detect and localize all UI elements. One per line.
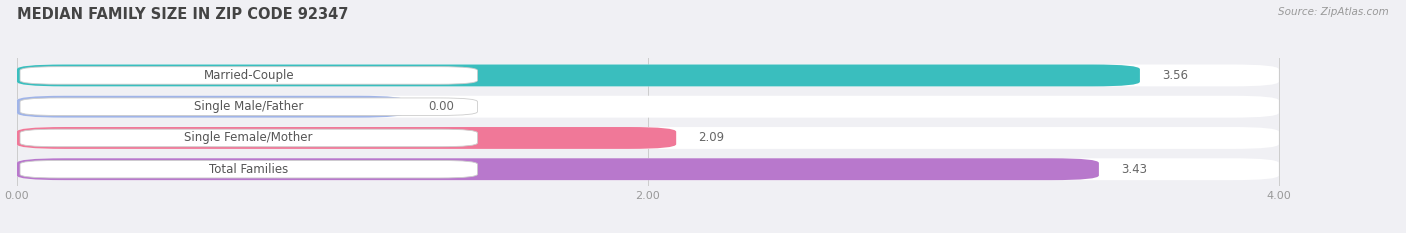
Text: 3.43: 3.43 [1121, 163, 1147, 176]
FancyBboxPatch shape [17, 127, 676, 149]
FancyBboxPatch shape [20, 129, 478, 147]
Text: MEDIAN FAMILY SIZE IN ZIP CODE 92347: MEDIAN FAMILY SIZE IN ZIP CODE 92347 [17, 7, 349, 22]
Text: Single Male/Father: Single Male/Father [194, 100, 304, 113]
Text: Source: ZipAtlas.com: Source: ZipAtlas.com [1278, 7, 1389, 17]
FancyBboxPatch shape [17, 127, 1278, 149]
Text: Single Female/Mother: Single Female/Mother [184, 131, 314, 144]
FancyBboxPatch shape [20, 98, 478, 115]
FancyBboxPatch shape [17, 96, 1278, 118]
Text: Total Families: Total Families [209, 163, 288, 176]
FancyBboxPatch shape [17, 158, 1278, 180]
FancyBboxPatch shape [20, 67, 478, 84]
FancyBboxPatch shape [20, 161, 478, 178]
Text: 3.56: 3.56 [1161, 69, 1188, 82]
FancyBboxPatch shape [17, 65, 1140, 86]
Text: Married-Couple: Married-Couple [204, 69, 294, 82]
Text: 0.00: 0.00 [427, 100, 454, 113]
FancyBboxPatch shape [17, 65, 1278, 86]
FancyBboxPatch shape [17, 158, 1099, 180]
Text: 2.09: 2.09 [699, 131, 724, 144]
FancyBboxPatch shape [17, 96, 406, 118]
